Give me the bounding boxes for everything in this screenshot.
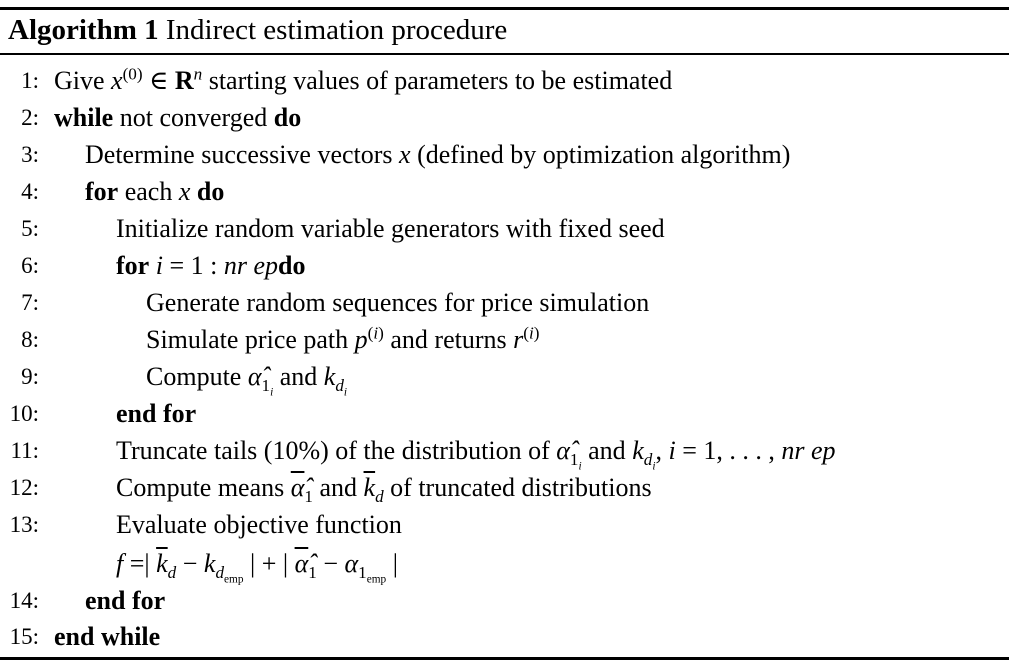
line-text: Determine successive vectors x (defined … <box>85 136 790 173</box>
bottom-rule <box>0 657 1009 660</box>
algorithm-line: 11: Truncate tails (10%) of the distribu… <box>0 432 1009 469</box>
line-number: 7: <box>0 284 39 321</box>
line-text: end while <box>54 618 160 655</box>
algorithm-line: 3: Determine successive vectors x (defin… <box>0 136 1009 173</box>
line-number: 3: <box>0 136 39 173</box>
algorithm-line: 5: Initialize random variable generators… <box>0 210 1009 247</box>
line-number: 4: <box>0 173 39 210</box>
algorithm-line: 7: Generate random sequences for price s… <box>0 284 1009 321</box>
line-text: Compute α̂1i and kdi <box>146 358 347 395</box>
line-number: 8: <box>0 321 39 358</box>
line-text: Initialize random variable generators wi… <box>116 210 665 247</box>
algorithm-line-formula: f =| kd − kdemp | + | α̂1 − α1emp | <box>0 545 1009 582</box>
line-text: while not converged do <box>54 99 301 136</box>
line-text: Generate random sequences for price simu… <box>146 284 649 321</box>
line-text: for i = 1 : nr epdo <box>116 247 305 284</box>
algorithm-title: Indirect estimation procedure <box>166 14 507 46</box>
line-text: Evaluate objective function <box>116 506 402 543</box>
algorithm-line: 14: end for <box>0 582 1009 619</box>
line-number: 5: <box>0 210 39 247</box>
algorithm-line: 6: for i = 1 : nr epdo <box>0 247 1009 284</box>
line-text: Simulate price path p(i) and returns r(i… <box>146 321 539 358</box>
line-text: for each x do <box>85 173 224 210</box>
objective-formula: f =| kd − kdemp | + | α̂1 − α1emp | <box>116 545 398 582</box>
line-text: end for <box>116 395 196 432</box>
algorithm-line: 9: Compute α̂1i and kdi <box>0 358 1009 395</box>
algorithm-label: Algorithm 1 <box>8 14 159 46</box>
algorithm-line: 12: Compute means α̂1 and kd of truncate… <box>0 469 1009 506</box>
line-number: 15: <box>0 618 39 655</box>
line-number: 11: <box>0 432 39 469</box>
algorithm-line: 8: Simulate price path p(i) and returns … <box>0 321 1009 358</box>
line-number: 2: <box>0 99 39 136</box>
line-number: 14: <box>0 582 39 619</box>
line-number: 1: <box>0 62 39 99</box>
algorithm-caption: Algorithm 1 Indirect estimation procedur… <box>8 10 507 50</box>
algorithm-line: 2: while not converged do <box>0 99 1009 136</box>
line-number: 12: <box>0 469 39 506</box>
line-number: 10: <box>0 395 39 432</box>
line-number: 6: <box>0 247 39 284</box>
algorithm-line: 15: end while <box>0 618 1009 655</box>
algorithm-line: 4: for each x do <box>0 173 1009 210</box>
line-text: Give x(0) ∈ Rn starting values of parame… <box>54 62 672 99</box>
line-number: 13: <box>0 506 39 543</box>
line-number: 9: <box>0 358 39 395</box>
algorithm-line: 13: Evaluate objective function <box>0 506 1009 543</box>
algorithm-line: 10: end for <box>0 395 1009 432</box>
algorithm-line: 1: Give x(0) ∈ Rn starting values of par… <box>0 62 1009 99</box>
caption-rule <box>0 53 1009 55</box>
line-text: Compute means α̂1 and kd of truncated di… <box>116 469 652 506</box>
line-text: Truncate tails (10%) of the distribution… <box>116 432 836 469</box>
line-text: end for <box>85 582 165 619</box>
